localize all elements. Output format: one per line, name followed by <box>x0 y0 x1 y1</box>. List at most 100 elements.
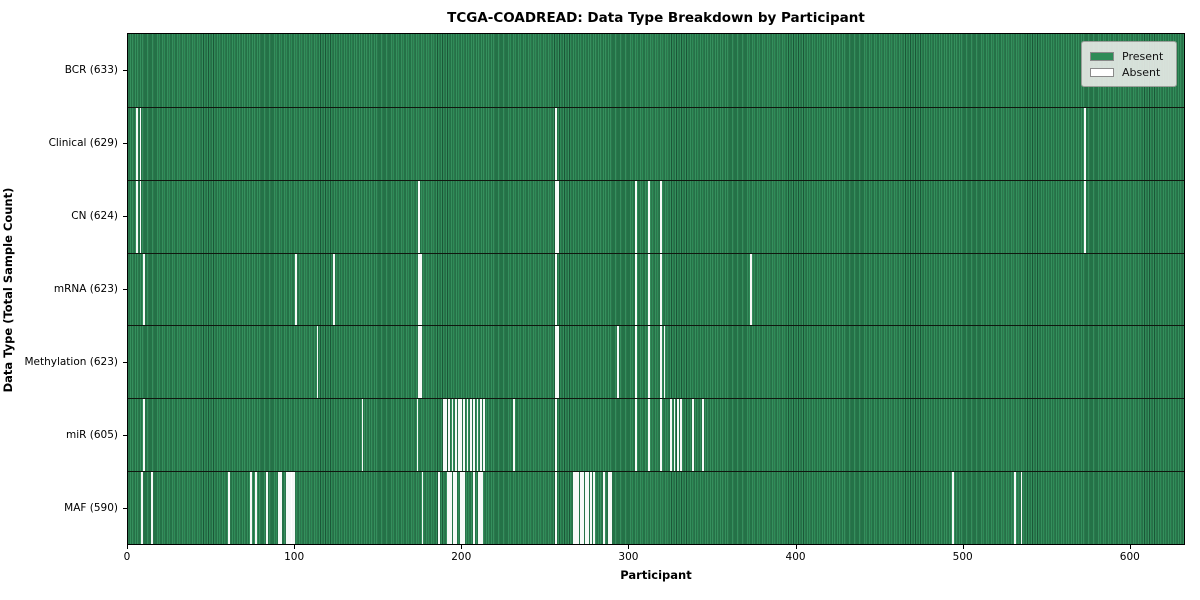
x-tick-label: 0 <box>123 551 131 563</box>
y-tick-mark <box>123 142 127 144</box>
absent-stripe <box>446 472 449 544</box>
absent-stripe <box>419 326 422 399</box>
chart-title: TCGA-COADREAD: Data Type Breakdown by Pa… <box>447 10 865 26</box>
y-tick-mark <box>123 215 127 217</box>
absent-stripe <box>136 107 139 180</box>
absent-stripe <box>444 399 447 472</box>
absent-stripe <box>660 253 662 326</box>
absent-stripe <box>555 253 557 326</box>
y-tick-label: Methylation (623) <box>24 356 118 369</box>
absent-stripe <box>288 472 290 544</box>
absent-stripe <box>635 253 637 326</box>
legend-item-absent: Absent <box>1090 64 1168 80</box>
absent-stripe <box>449 472 452 544</box>
absent-stripe <box>660 326 662 399</box>
x-tick-label: 300 <box>618 551 639 563</box>
absent-stripe <box>555 399 557 472</box>
heatmap-plot-area <box>127 33 1185 545</box>
absent-stripe <box>635 180 637 253</box>
absent-stripe <box>361 399 364 472</box>
y-tick-label: CN (624) <box>71 209 118 222</box>
legend-label-absent: Absent <box>1122 65 1161 79</box>
x-axis-title: Participant <box>620 568 692 582</box>
absent-stripe <box>463 472 466 544</box>
absent-stripe <box>451 399 454 472</box>
absent-stripe <box>691 399 694 472</box>
absent-stripe <box>454 472 457 544</box>
absent-stripe <box>291 472 294 544</box>
absent-stripe <box>660 399 662 472</box>
absent-stripe <box>1020 472 1023 544</box>
absent-stripe <box>266 472 269 544</box>
x-tick-mark <box>962 545 964 549</box>
absent-stripe <box>139 107 142 180</box>
y-tick-label: Clinical (629) <box>48 136 118 149</box>
absent-stripe <box>139 180 142 253</box>
absent-stripe <box>333 253 335 326</box>
absent-stripe <box>1013 472 1016 544</box>
y-tick-label: mRNA (623) <box>53 283 118 295</box>
absent-stripe <box>469 399 472 472</box>
absent-stripe <box>555 326 557 399</box>
absent-stripe <box>635 326 637 399</box>
absent-stripe <box>610 472 612 544</box>
absent-stripe <box>151 472 154 544</box>
absent-stripe <box>454 399 457 472</box>
heatmap-row-mrna <box>128 252 1184 326</box>
heatmap-row-mir <box>128 398 1184 472</box>
absent-stripe <box>421 472 424 544</box>
absent-stripe <box>141 472 144 544</box>
absent-stripe <box>1083 107 1086 180</box>
x-tick-mark <box>1129 545 1131 549</box>
absent-stripe <box>466 399 469 472</box>
x-tick-mark <box>127 545 128 549</box>
absent-stripe <box>278 472 280 544</box>
x-tick-label: 400 <box>785 551 806 563</box>
absent-stripe <box>513 399 516 472</box>
x-tick-mark <box>461 545 463 549</box>
absent-stripe <box>459 472 462 544</box>
absent-stripe <box>586 472 589 544</box>
absent-stripe <box>575 472 577 544</box>
heatmap-row-clinical <box>128 106 1184 180</box>
absent-stripe <box>581 472 584 544</box>
absent-stripe <box>580 472 582 544</box>
absent-stripe <box>279 472 282 544</box>
y-tick-mark <box>123 289 127 290</box>
y-tick-mark <box>123 435 127 437</box>
legend-item-present: Present <box>1090 48 1168 64</box>
absent-stripe <box>680 399 682 472</box>
heatmap-row-methylation <box>128 325 1184 399</box>
absent-stripe <box>438 472 441 544</box>
y-tick-mark <box>123 508 127 510</box>
absent-stripe <box>228 472 230 544</box>
legend: Present Absent <box>1081 41 1177 87</box>
absent-stripe <box>556 180 559 253</box>
absent-stripe <box>576 472 579 544</box>
absent-stripe <box>136 180 139 253</box>
absent-stripe <box>448 472 451 544</box>
heatmap-row-bcr <box>128 34 1184 107</box>
absent-stripe <box>608 472 611 544</box>
y-axis-title: Data Type (Total Sample Count) <box>1 187 15 393</box>
absent-stripe <box>483 399 486 472</box>
absent-stripe <box>648 326 651 399</box>
absent-stripe <box>676 399 679 472</box>
absent-stripe <box>418 253 421 326</box>
absent-stripe <box>556 326 559 399</box>
absent-stripe <box>448 399 451 472</box>
y-tick-label: BCR (633) <box>64 63 118 76</box>
absent-stripe <box>573 472 576 544</box>
absent-stripe <box>461 472 464 544</box>
heatmap-row-maf <box>128 471 1184 544</box>
x-tick-mark <box>628 545 630 549</box>
absent-stripe <box>316 326 319 399</box>
absent-stripe <box>648 180 651 253</box>
present-swatch-icon <box>1090 51 1114 61</box>
absent-stripe <box>286 472 289 544</box>
absent-stripe <box>555 472 557 544</box>
heatmap-row-cn <box>128 179 1184 253</box>
absent-stripe <box>418 326 421 399</box>
absent-stripe <box>459 399 462 472</box>
absent-stripe <box>419 253 422 326</box>
